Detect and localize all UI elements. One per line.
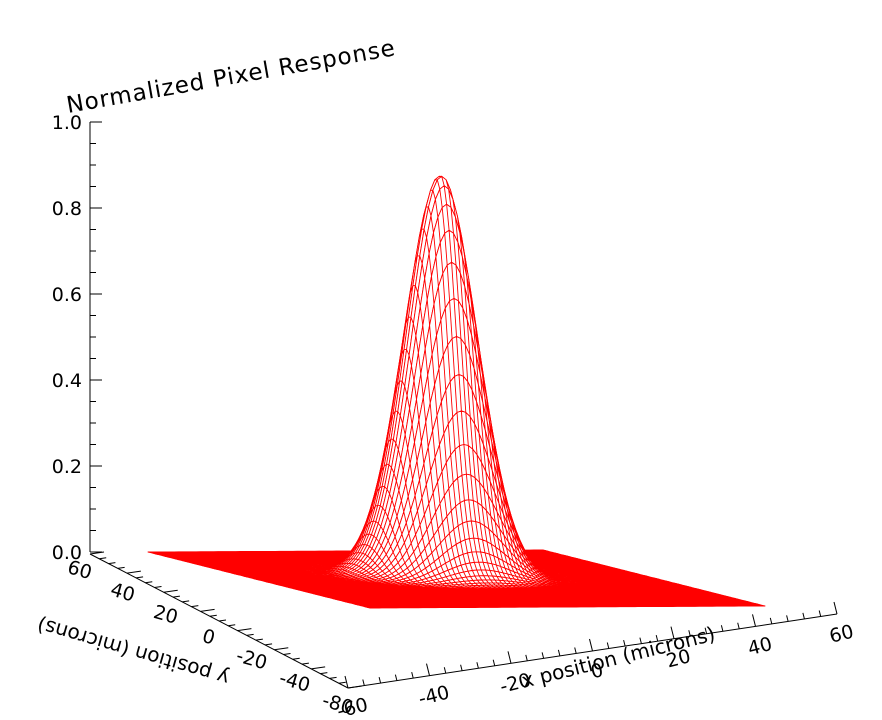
x-minor-tick: [476, 662, 479, 669]
y-major-tick: [237, 628, 252, 632]
x-minor-tick: [769, 617, 773, 624]
x-tick-label: 0: [589, 659, 606, 683]
x-major-tick: [833, 601, 838, 615]
x-major-tick: [426, 663, 430, 676]
y-major-tick: [89, 551, 105, 555]
y-tick-label: -40: [277, 667, 313, 697]
y-tick-label: 20: [151, 601, 180, 629]
z-tick-label: 1.0: [52, 112, 82, 134]
y-minor-tick: [246, 633, 254, 636]
x-minor-tick: [492, 659, 496, 666]
axes: [89, 121, 838, 689]
x-minor-tick: [802, 612, 805, 620]
x-minor-tick: [378, 676, 382, 684]
x-minor-tick: [818, 610, 822, 617]
z-tick-label: 0.8: [52, 198, 82, 220]
y-minor-tick: [218, 619, 227, 622]
x-minor-tick: [606, 642, 610, 649]
z-tick-label: 0.0: [52, 542, 82, 564]
y-major-tick: [200, 608, 215, 612]
z-tick-label: 0.2: [52, 456, 82, 478]
x-minor-tick: [557, 649, 561, 657]
x-minor-tick: [655, 635, 659, 642]
x-minor-tick: [460, 664, 463, 671]
y-minor-tick: [99, 557, 107, 560]
x-minor-tick: [541, 652, 545, 659]
y-minor-tick: [292, 657, 300, 660]
y-minor-tick: [172, 595, 180, 598]
x-minor-tick: [786, 615, 789, 622]
y-minor-tick: [228, 624, 236, 627]
x-minor-tick: [362, 679, 365, 686]
y-minor-tick: [154, 586, 162, 588]
x-major-tick: [752, 614, 756, 627]
x-minor-tick: [574, 647, 577, 654]
y-minor-tick: [209, 614, 217, 617]
y-minor-tick: [182, 600, 190, 603]
z-tick-label: 0.4: [52, 370, 82, 392]
x-major-tick: [670, 626, 675, 639]
x-major-tick: [589, 638, 593, 652]
x-minor-tick: [688, 630, 691, 637]
y-minor-tick: [265, 643, 273, 646]
y-tick-label: 60: [65, 556, 94, 584]
y-minor-tick: [145, 581, 153, 584]
y-minor-tick: [301, 662, 309, 665]
y-minor-tick: [255, 638, 263, 641]
y-minor-tick: [320, 672, 328, 675]
y-axis-title: y position (microns): [34, 613, 231, 691]
surface-mesh: [147, 175, 766, 609]
x-minor-tick: [394, 674, 398, 681]
y-major-tick: [163, 589, 178, 593]
x-tick-label: 40: [746, 633, 775, 660]
x-minor-tick: [623, 639, 626, 647]
x-tick-label: -40: [416, 681, 451, 710]
y-major-tick: [274, 647, 289, 651]
x-major-tick: [344, 675, 349, 689]
x-minor-tick: [443, 667, 447, 674]
x-minor-tick: [737, 622, 740, 629]
y-minor-tick: [191, 605, 199, 608]
x-tick-label: 60: [827, 621, 856, 648]
y-minor-tick: [329, 676, 337, 679]
y-minor-tick: [338, 681, 346, 684]
x-minor-tick: [639, 637, 642, 644]
y-minor-tick: [108, 562, 116, 565]
y-tick-label: 0: [200, 625, 218, 649]
y-minor-tick: [283, 653, 291, 655]
y-major-tick: [126, 570, 141, 574]
y-major-tick: [311, 666, 326, 670]
x-minor-tick: [525, 654, 528, 661]
y-tick-label: -20: [234, 645, 270, 675]
y-tick-label: 40: [108, 579, 137, 607]
x-major-tick: [507, 651, 512, 664]
chart-title: Normalized Pixel Response: [65, 35, 398, 119]
y-minor-tick: [117, 566, 125, 569]
x-minor-tick: [704, 627, 708, 634]
x-minor-tick: [411, 672, 414, 679]
z-tick-label: 0.6: [52, 284, 82, 306]
surface-row: [367, 604, 766, 609]
x-minor-tick: [720, 625, 724, 632]
y-major-tick: [347, 685, 363, 689]
y-minor-tick: [136, 576, 144, 579]
